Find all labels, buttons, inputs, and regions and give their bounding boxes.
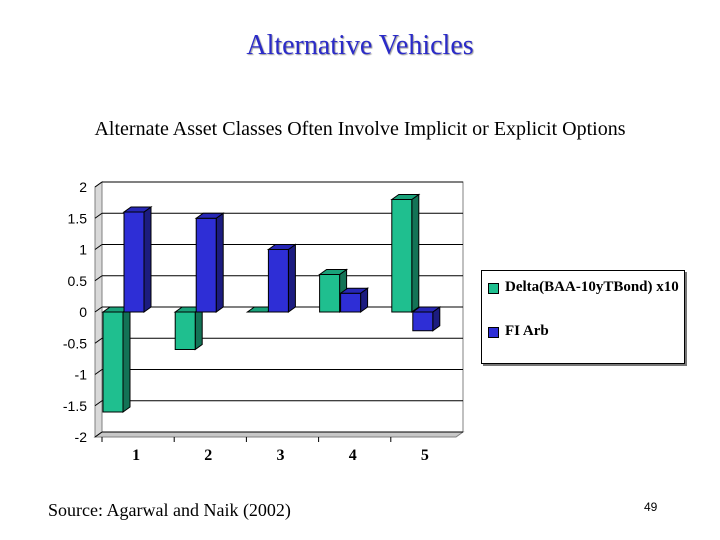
bar-top-series-2	[194, 212, 225, 219]
legend-item-series-2: FI Arb	[488, 323, 681, 340]
bar-top-series-2	[122, 206, 153, 213]
gridline-side	[94, 244, 103, 250]
bar-side-series-1	[122, 306, 131, 413]
bar-side-series-2	[143, 206, 152, 313]
y-tick-label: -0.5	[63, 335, 87, 351]
y-tick-label: -1.5	[63, 398, 87, 414]
legend-swatch-series-1	[488, 283, 499, 294]
x-tick-label: 4	[349, 447, 357, 464]
source-note: Source: Agarwal and Naik (2002)	[48, 500, 291, 520]
bar-series-1	[391, 199, 413, 313]
bar-series-1	[319, 274, 341, 313]
legend-item-series-1: Delta(BAA-10yTBond) x10	[488, 279, 681, 296]
bar-side-series-2	[215, 212, 224, 313]
legend-swatch-series-2	[488, 327, 499, 338]
legend-label-series-2: FI Arb	[505, 323, 549, 339]
bar-series-2	[412, 311, 434, 332]
bar-side-series-2	[287, 243, 296, 313]
bar-side-series-1	[194, 306, 203, 351]
bar-top-series-1	[318, 269, 349, 275]
y-tick-label: 1.5	[68, 210, 88, 226]
y-tick-label: 1	[79, 242, 87, 258]
slide-title: Alternative Vehicles	[246, 30, 474, 61]
x-tick-label: 3	[277, 447, 285, 464]
gridline-side	[94, 181, 103, 188]
bar-side-series-1	[411, 193, 420, 313]
plot-floor	[93, 431, 465, 438]
y-tick-label: -1	[75, 367, 88, 383]
gridline-side	[94, 431, 103, 438]
bar-top-series-2	[411, 306, 442, 313]
y-tick-label: -2	[75, 429, 88, 445]
gridline-side	[94, 275, 103, 282]
y-tick-label: 2	[79, 179, 87, 195]
page-number: 49	[644, 500, 658, 514]
y-tick-label: 0.5	[68, 273, 88, 289]
bar-series-1	[174, 311, 196, 350]
bar-series-2	[195, 217, 217, 313]
bar-series-2	[267, 249, 289, 313]
bar-series-1	[102, 311, 124, 413]
gridline-side	[94, 400, 103, 407]
x-tick-label: 2	[204, 447, 212, 464]
bar-top-series-1	[390, 194, 421, 200]
gridline-side	[94, 212, 103, 219]
y-tick-label: 0	[79, 304, 87, 320]
bar-series-2	[123, 211, 145, 313]
x-tick-label: 1	[132, 447, 140, 464]
chart-legend: Delta(BAA-10yTBond) x10 FI Arb	[481, 270, 685, 364]
legend-label-series-1: Delta(BAA-10yTBond) x10	[505, 279, 679, 295]
bar-top-series-2	[266, 244, 297, 250]
slide-subtitle: Alternate Asset Classes Often Involve Im…	[94, 118, 626, 140]
gridline-side	[94, 369, 103, 375]
gridline-side	[94, 306, 103, 313]
gridline-side	[94, 337, 103, 344]
bar-series-2	[340, 292, 362, 313]
x-tick-label: 5	[421, 447, 429, 464]
bar-top-series-2	[339, 287, 370, 294]
